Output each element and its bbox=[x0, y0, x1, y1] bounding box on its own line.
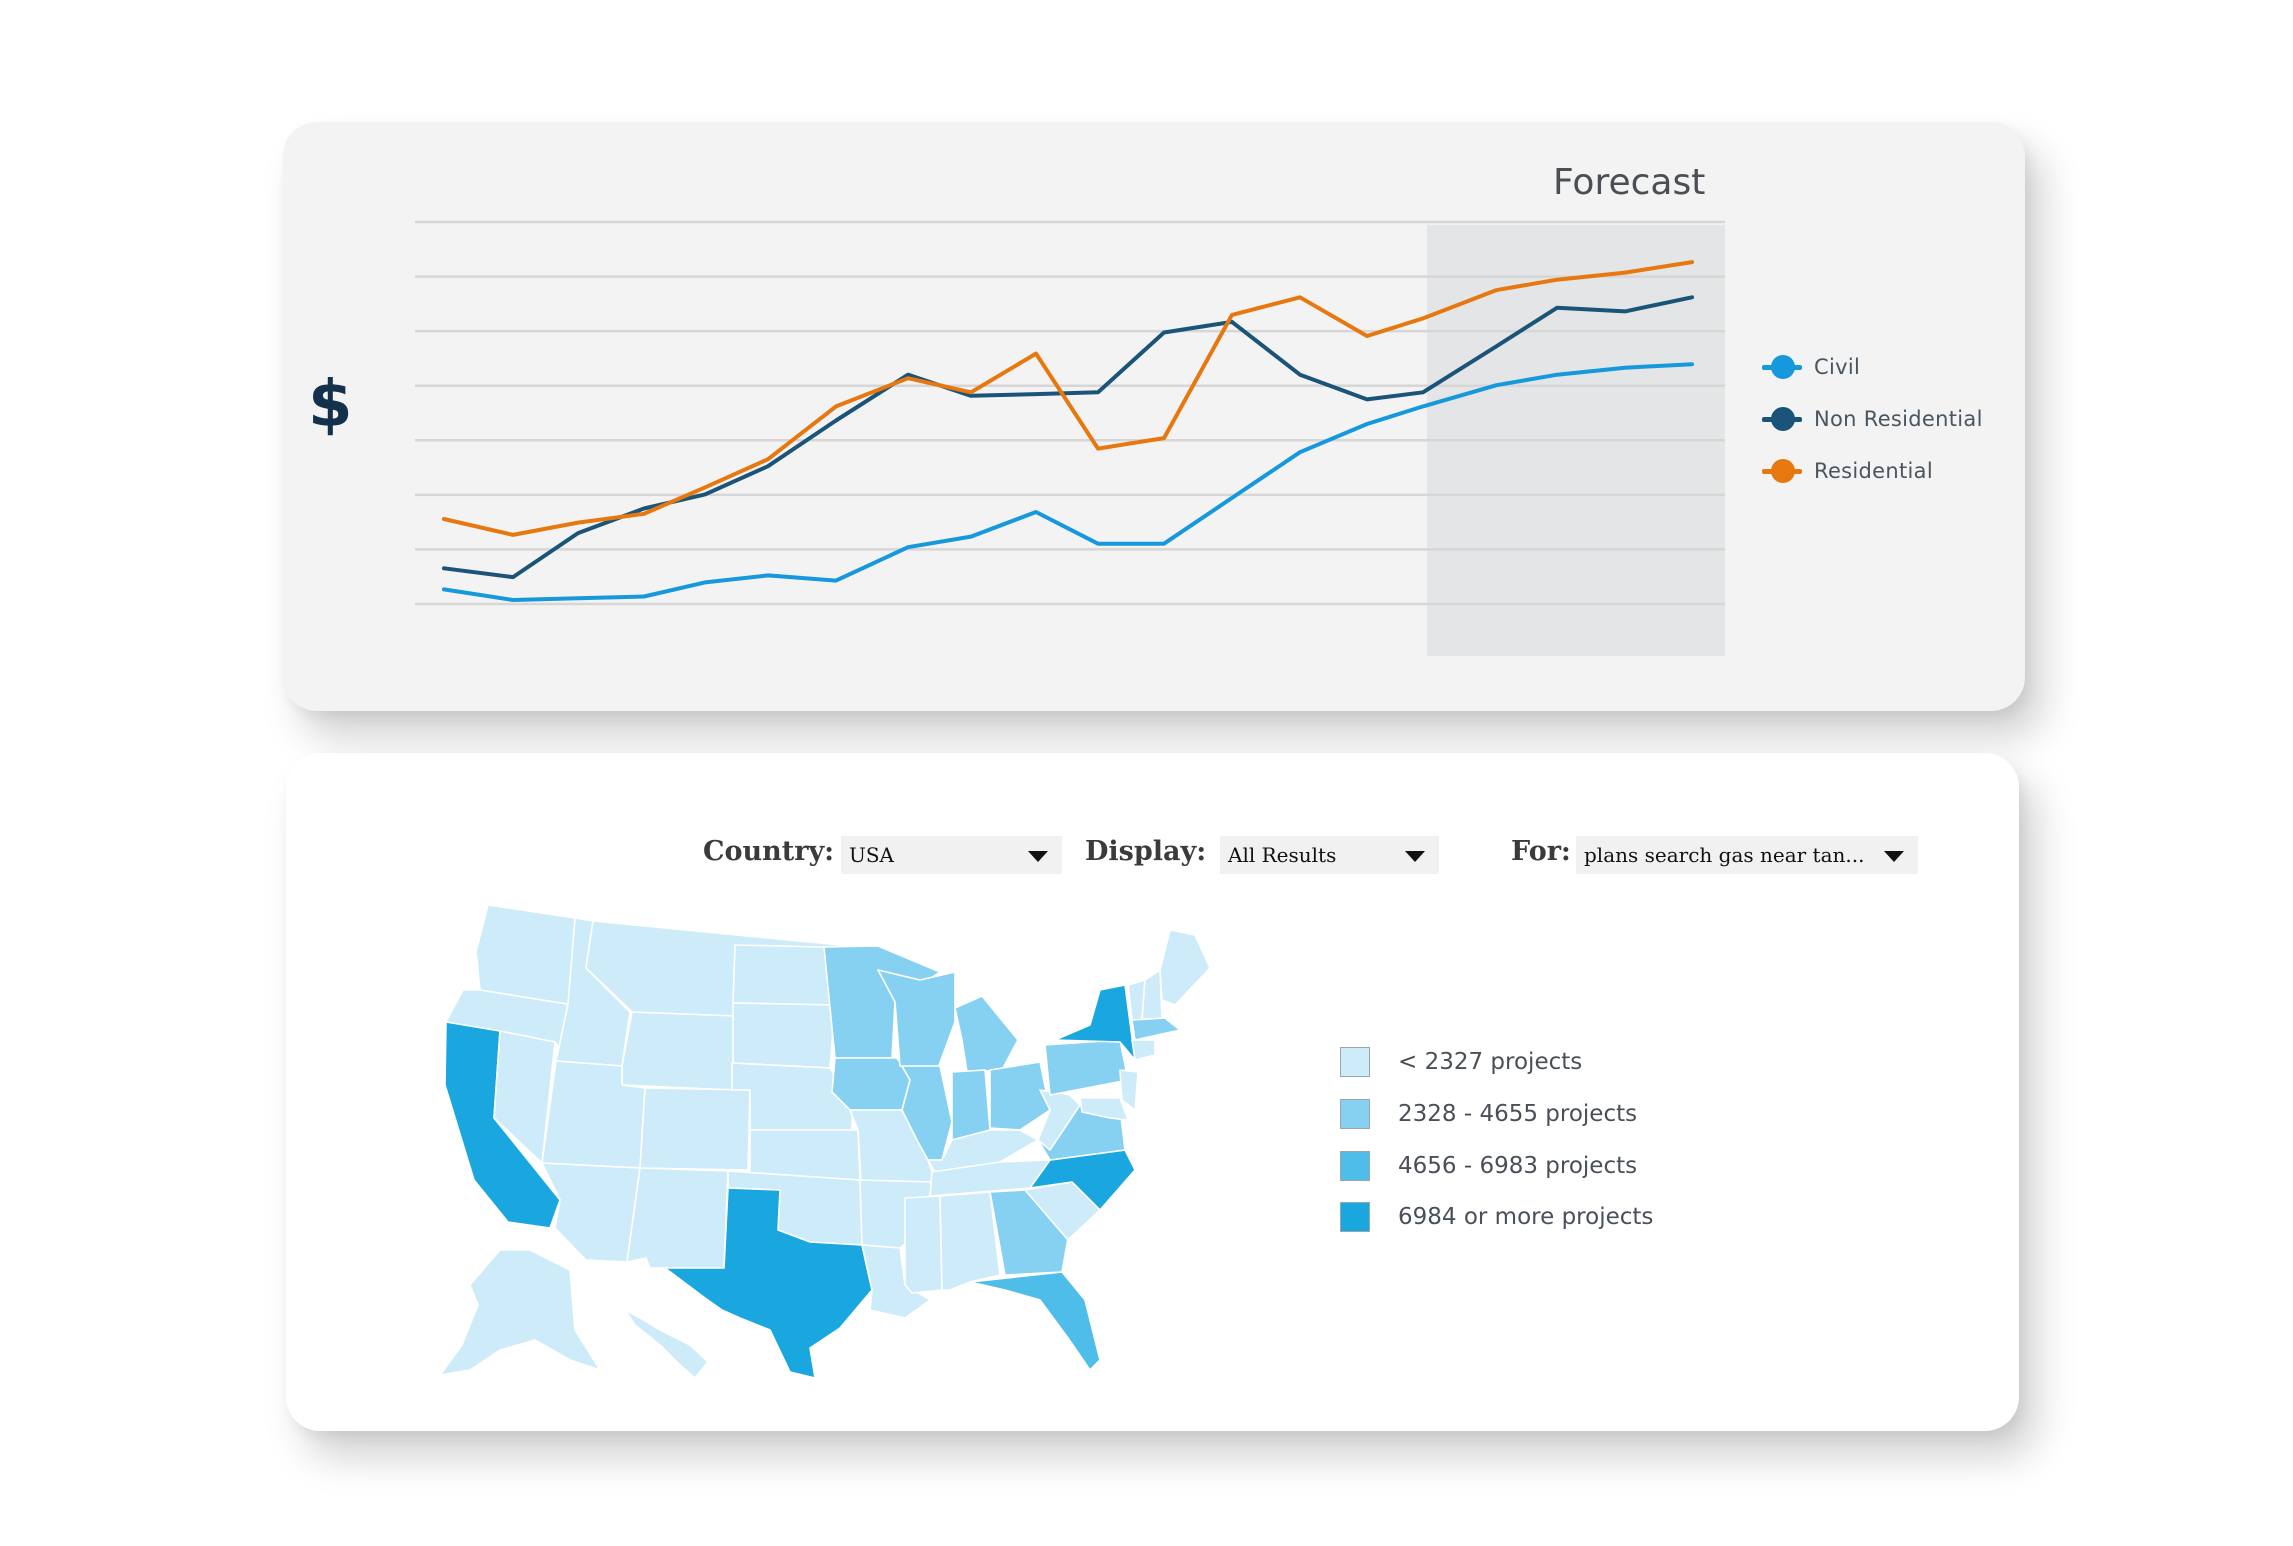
map-legend-tier-1: < 2327 projects bbox=[1340, 1045, 1582, 1079]
state-al[interactable] bbox=[939, 1191, 1001, 1291]
forecast-chart-card bbox=[283, 122, 2025, 711]
forecast-chart bbox=[415, 220, 1725, 656]
state-la[interactable] bbox=[861, 1244, 931, 1319]
display-select[interactable]: All Results bbox=[1220, 836, 1439, 874]
state-az[interactable] bbox=[541, 1162, 641, 1263]
legend-marker-residential bbox=[1762, 456, 1802, 486]
for-select-value: plans search gas near tan... bbox=[1584, 843, 1865, 867]
for-label: For: bbox=[1511, 836, 1571, 867]
state-co[interactable] bbox=[639, 1087, 751, 1171]
series-line-civil[interactable] bbox=[442, 362, 1694, 602]
state-ia[interactable] bbox=[831, 1057, 911, 1111]
state-sd[interactable] bbox=[732, 1002, 836, 1069]
country-select-value: USA bbox=[849, 843, 894, 867]
state-in[interactable] bbox=[951, 1069, 991, 1141]
legend-marker-civil bbox=[1762, 352, 1802, 382]
state-me[interactable] bbox=[1159, 929, 1211, 1006]
map-legend-label-4: 6984 or more projects bbox=[1398, 1204, 1654, 1230]
state-ma[interactable] bbox=[1131, 1017, 1181, 1041]
forecast-title: Forecast bbox=[1553, 162, 1706, 203]
series-line-non-residential[interactable] bbox=[442, 295, 1694, 580]
legend-marker-non-residential bbox=[1762, 404, 1802, 434]
chevron-down-icon bbox=[1405, 851, 1425, 862]
state-ms[interactable] bbox=[904, 1195, 943, 1294]
map-legend-tier-3: 4656 - 6983 projects bbox=[1340, 1149, 1637, 1183]
state-nh[interactable] bbox=[1141, 969, 1163, 1021]
state-nm[interactable] bbox=[626, 1167, 729, 1269]
state-mi[interactable] bbox=[954, 995, 1019, 1073]
currency-symbol: $ bbox=[308, 368, 353, 442]
map-legend-swatch-2 bbox=[1340, 1099, 1370, 1129]
country-label: Country: bbox=[703, 836, 835, 867]
display-label: Display: bbox=[1085, 836, 1207, 867]
legend-item-residential[interactable]: Residential bbox=[1762, 456, 1933, 486]
state-wy[interactable] bbox=[621, 1011, 736, 1091]
state-tx[interactable] bbox=[664, 1187, 873, 1379]
state-pa[interactable] bbox=[1044, 1039, 1129, 1096]
state-nj[interactable] bbox=[1119, 1069, 1139, 1111]
chevron-down-icon bbox=[1028, 851, 1048, 862]
map-legend-label-2: 2328 - 4655 projects bbox=[1398, 1101, 1638, 1127]
legend-label-residential: Residential bbox=[1814, 459, 1933, 483]
legend-item-civil[interactable]: Civil bbox=[1762, 352, 1860, 382]
state-hi[interactable] bbox=[624, 1309, 709, 1379]
map-legend-tier-4: 6984 or more projects bbox=[1340, 1200, 1653, 1234]
state-ny[interactable] bbox=[1054, 984, 1136, 1061]
state-nd[interactable] bbox=[732, 944, 836, 1006]
for-select[interactable]: plans search gas near tan... bbox=[1576, 836, 1918, 874]
map-legend-label-1: < 2327 projects bbox=[1398, 1049, 1583, 1075]
legend-item-non-residential[interactable]: Non Residential bbox=[1762, 404, 1983, 434]
state-md[interactable] bbox=[1079, 1097, 1129, 1121]
display-select-value: All Results bbox=[1228, 843, 1337, 867]
state-ks[interactable] bbox=[749, 1129, 861, 1181]
state-fl[interactable] bbox=[969, 1271, 1101, 1371]
state-wv[interactable] bbox=[1037, 1089, 1081, 1151]
state-ak[interactable] bbox=[439, 1249, 601, 1376]
chevron-down-icon bbox=[1884, 851, 1904, 862]
map-legend-tier-2: 2328 - 4655 projects bbox=[1340, 1097, 1637, 1131]
state-wi[interactable] bbox=[877, 969, 956, 1069]
series-line-residential[interactable] bbox=[442, 260, 1694, 537]
state-ct[interactable] bbox=[1131, 1039, 1156, 1061]
state-ga[interactable] bbox=[989, 1189, 1069, 1276]
state-wa[interactable] bbox=[475, 904, 576, 1006]
map-legend-label-3: 4656 - 6983 projects bbox=[1398, 1153, 1638, 1179]
map-legend-swatch-4 bbox=[1340, 1202, 1370, 1232]
legend-label-non-residential: Non Residential bbox=[1814, 407, 1983, 431]
map-legend-swatch-1 bbox=[1340, 1047, 1370, 1077]
country-select[interactable]: USA bbox=[841, 836, 1062, 874]
map-legend-swatch-3 bbox=[1340, 1151, 1370, 1181]
state-oh[interactable] bbox=[989, 1061, 1051, 1131]
legend-label-civil: Civil bbox=[1814, 355, 1861, 379]
